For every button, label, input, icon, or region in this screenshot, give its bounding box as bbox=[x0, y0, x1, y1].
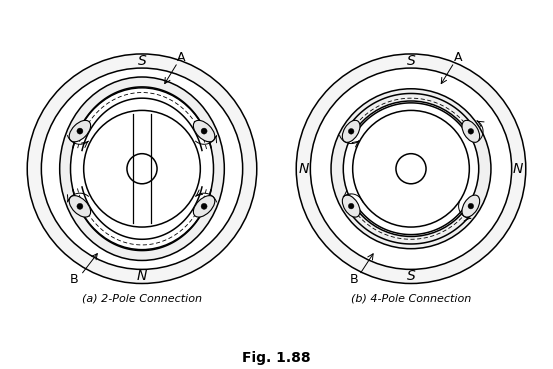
Circle shape bbox=[77, 128, 83, 134]
Text: (b) 4-Pole Connection: (b) 4-Pole Connection bbox=[351, 294, 471, 304]
Text: S: S bbox=[406, 55, 415, 69]
Circle shape bbox=[201, 203, 207, 209]
Circle shape bbox=[27, 54, 257, 283]
Text: N: N bbox=[137, 269, 147, 283]
Ellipse shape bbox=[194, 196, 215, 217]
Circle shape bbox=[331, 89, 491, 249]
Text: A: A bbox=[454, 51, 462, 64]
Ellipse shape bbox=[342, 120, 360, 142]
Circle shape bbox=[348, 203, 354, 209]
Circle shape bbox=[201, 128, 207, 134]
Circle shape bbox=[348, 128, 354, 134]
Ellipse shape bbox=[342, 195, 360, 217]
Text: N: N bbox=[299, 162, 309, 176]
Text: N: N bbox=[513, 162, 524, 176]
Text: B: B bbox=[70, 273, 79, 286]
Ellipse shape bbox=[69, 120, 91, 142]
Ellipse shape bbox=[194, 120, 215, 142]
Circle shape bbox=[343, 101, 479, 237]
Text: A: A bbox=[178, 51, 186, 64]
Ellipse shape bbox=[462, 120, 479, 142]
Circle shape bbox=[468, 203, 474, 209]
Text: S: S bbox=[406, 269, 415, 283]
Circle shape bbox=[310, 68, 512, 269]
Ellipse shape bbox=[60, 77, 225, 261]
Circle shape bbox=[468, 128, 474, 134]
Circle shape bbox=[296, 54, 526, 283]
Text: (a) 2-Pole Connection: (a) 2-Pole Connection bbox=[82, 294, 202, 304]
Ellipse shape bbox=[69, 196, 91, 217]
Ellipse shape bbox=[70, 88, 213, 250]
Circle shape bbox=[77, 203, 83, 209]
Circle shape bbox=[353, 110, 469, 227]
Circle shape bbox=[84, 110, 200, 227]
Text: B: B bbox=[350, 273, 359, 286]
Text: Fig. 1.88: Fig. 1.88 bbox=[242, 351, 311, 365]
Ellipse shape bbox=[462, 195, 479, 217]
Circle shape bbox=[41, 68, 243, 269]
Text: S: S bbox=[138, 55, 147, 69]
